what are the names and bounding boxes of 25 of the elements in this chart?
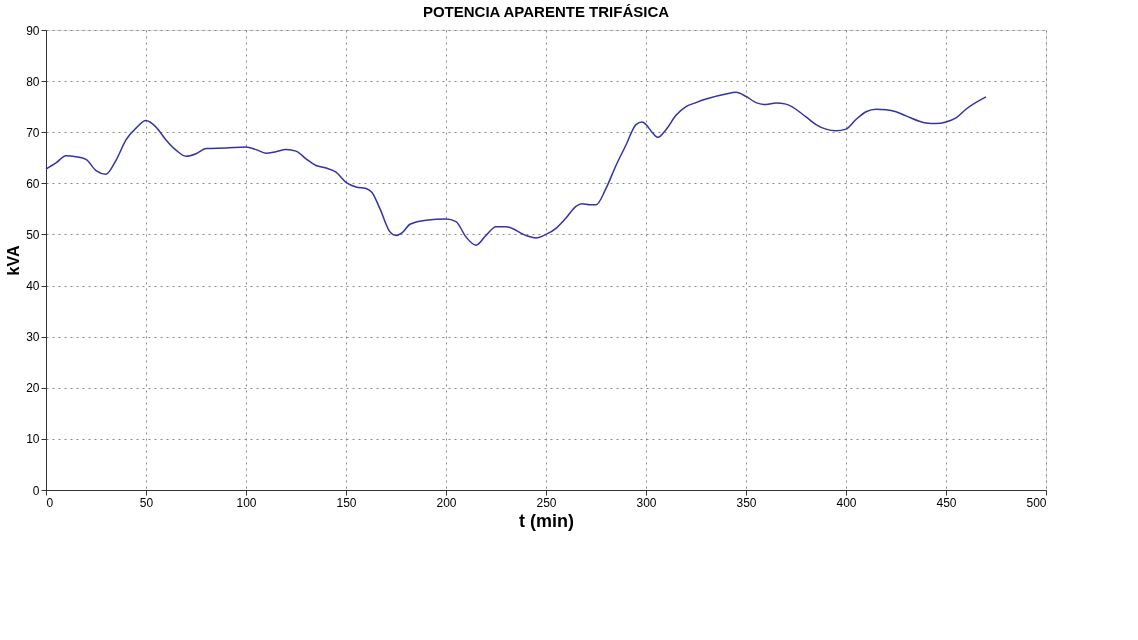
x-tick-label: 450: [936, 495, 957, 510]
y-tick-label: 80: [26, 74, 40, 89]
y-tick-label: 20: [26, 381, 40, 396]
y-tick-label: 60: [26, 176, 40, 191]
x-tick-label: 100: [236, 495, 257, 510]
y-tick-label: 0: [32, 483, 40, 498]
x-tick-label: 200: [436, 495, 457, 510]
x-tick-label: 300: [636, 495, 657, 510]
x-tick-label: 250: [536, 495, 557, 510]
x-tick-label: 0: [46, 495, 54, 510]
y-tick-label: 40: [26, 279, 40, 294]
y-tick-label: 70: [26, 125, 40, 140]
y-tick-label: 10: [26, 432, 40, 447]
x-tick-label: 400: [836, 495, 857, 510]
x-tick-label: 500: [1026, 495, 1047, 510]
y-tick-label: 30: [26, 330, 40, 345]
chart-title: POTENCIA APARENTE TRIFÁSICA: [422, 3, 670, 20]
x-tick-label: 150: [336, 495, 357, 510]
y-axis-title: kVA: [5, 245, 23, 276]
line-series: [45, 91, 987, 246]
x-axis-title: t (min): [519, 510, 574, 531]
x-tick-label: 50: [139, 495, 154, 510]
x-tick-label: 350: [736, 495, 757, 510]
y-tick-label: 90: [26, 23, 40, 38]
y-tick-label: 50: [26, 227, 40, 242]
